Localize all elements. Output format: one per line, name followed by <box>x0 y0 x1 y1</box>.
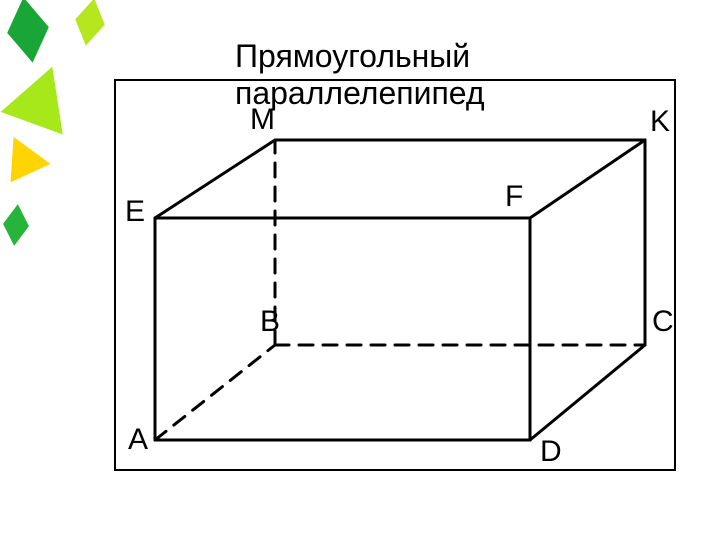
vertex-label-b: B <box>260 305 280 339</box>
stage: Прямоугольный параллелепипед A D C B E F… <box>0 0 720 540</box>
title-line1: Прямоугольный <box>235 38 470 75</box>
vertex-label-k: K <box>650 105 670 139</box>
vertex-label-a: A <box>128 423 148 457</box>
vertex-label-e: E <box>125 195 145 229</box>
vertex-label-f: F <box>505 180 523 214</box>
vertex-label-d: D <box>540 435 562 469</box>
vertex-label-c: C <box>652 305 674 339</box>
vertex-label-m: M <box>250 103 275 137</box>
